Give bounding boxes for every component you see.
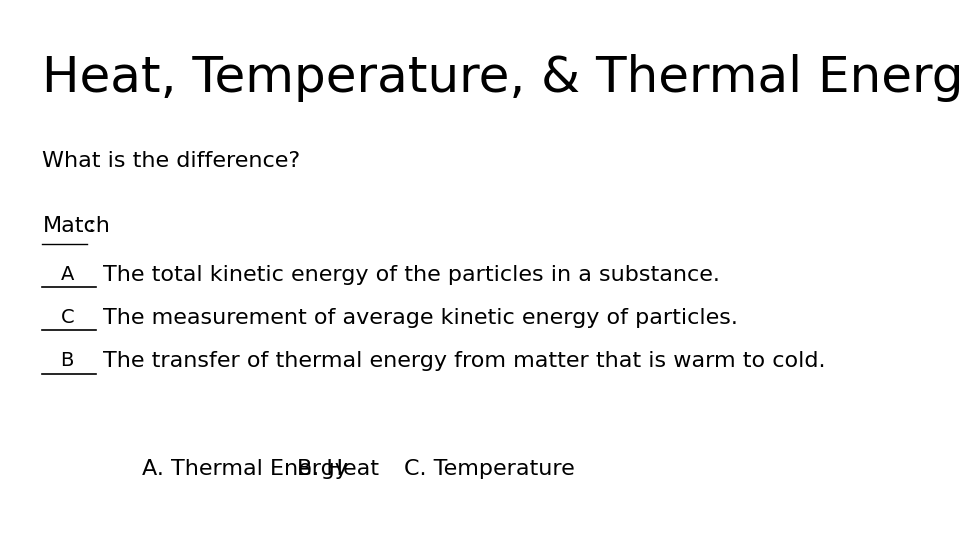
Text: B. Heat: B. Heat (298, 459, 379, 479)
Text: A: A (60, 265, 74, 284)
Text: A. Thermal Energy: A. Thermal Energy (142, 459, 348, 479)
Text: :: : (87, 216, 95, 236)
Text: C: C (60, 308, 74, 327)
Text: The transfer of thermal energy from matter that is warm to cold.: The transfer of thermal energy from matt… (103, 351, 826, 371)
Text: Heat, Temperature, & Thermal Energy: Heat, Temperature, & Thermal Energy (42, 54, 960, 102)
Text: B: B (60, 351, 74, 370)
Text: Match: Match (42, 216, 110, 236)
Text: The measurement of average kinetic energy of particles.: The measurement of average kinetic energ… (103, 308, 737, 328)
Text: The total kinetic energy of the particles in a substance.: The total kinetic energy of the particle… (103, 265, 720, 285)
Text: C. Temperature: C. Temperature (404, 459, 574, 479)
Text: What is the difference?: What is the difference? (42, 151, 300, 171)
